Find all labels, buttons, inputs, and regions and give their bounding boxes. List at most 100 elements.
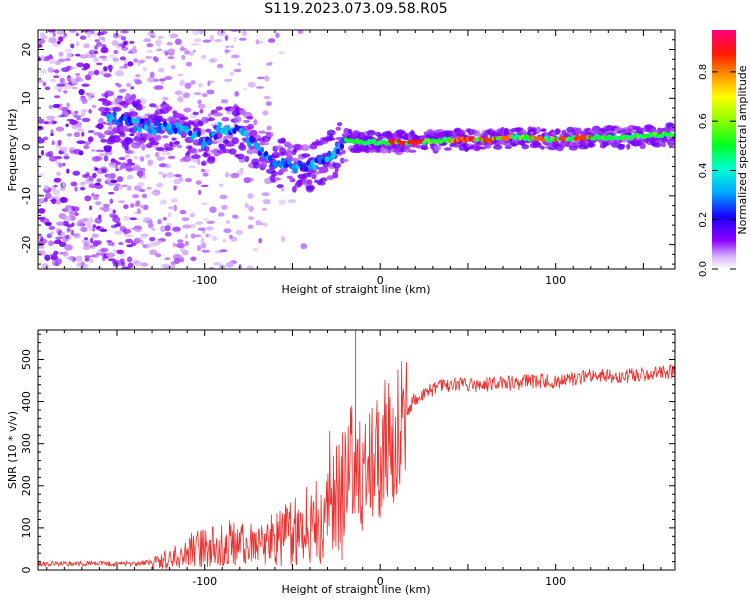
heatmap-cell — [124, 154, 130, 158]
heatmap-cell — [108, 258, 116, 262]
heatmap-cell — [327, 150, 332, 157]
heatmap-cell — [89, 205, 93, 211]
heatmap-cell — [142, 174, 147, 180]
heatmap-cell — [255, 144, 260, 151]
heatmap-cell — [75, 255, 83, 262]
heatmap-cell — [672, 133, 675, 138]
heatmap-cell — [155, 253, 162, 258]
heatmap-cell — [72, 206, 80, 212]
heatmap-cell — [202, 140, 208, 147]
heatmap-cell — [158, 171, 164, 175]
heatmap-cell — [154, 120, 159, 127]
heatmap-cell — [280, 167, 289, 173]
heatmap-cell — [217, 138, 223, 144]
heatmap-cell — [167, 123, 172, 130]
heatmap-cell — [262, 110, 269, 116]
heatmap-cell — [113, 186, 120, 192]
heatmap-cell — [118, 89, 126, 93]
heatmap-cell — [265, 101, 272, 106]
heatmap-cell — [86, 220, 91, 228]
y-tick-label: 10 — [20, 91, 33, 105]
colorbar-label: Normalized spectral amplitude — [736, 65, 749, 234]
heatmap-cell — [203, 218, 208, 221]
heatmap-cell — [292, 185, 297, 193]
heatmap-cell — [200, 161, 207, 166]
heatmap-cell — [38, 245, 45, 249]
heatmap-cell — [275, 32, 280, 39]
heatmap-cell — [197, 103, 206, 109]
heatmap-cell — [101, 168, 107, 174]
heatmap-cell — [164, 76, 173, 80]
heatmap-cell — [212, 112, 223, 117]
heatmap-cell — [84, 195, 92, 202]
heatmap-cell — [100, 58, 108, 61]
heatmap-cell — [207, 155, 216, 161]
heatmap-cell — [121, 44, 126, 49]
heatmap-cell — [228, 234, 233, 240]
heatmap-cell — [95, 226, 105, 231]
snr-y-axis: 0 100 200 300 400 500 — [20, 333, 675, 574]
heatmap-cell — [72, 170, 81, 176]
heatmap-cell — [109, 53, 115, 59]
heatmap-cell — [150, 35, 156, 39]
heatmap-cell — [204, 145, 210, 152]
heatmap-cell — [185, 240, 189, 247]
heatmap-cell — [179, 157, 185, 163]
heatmap-cell — [166, 116, 176, 123]
heatmap-cell — [267, 38, 276, 43]
heatmap-cell — [219, 194, 228, 200]
heatmap-cell — [145, 245, 149, 249]
heatmap-cell — [65, 123, 69, 128]
heatmap-cell — [55, 236, 63, 240]
x-tick-label: -100 — [192, 575, 217, 588]
heatmap-cell — [169, 33, 179, 39]
heatmap-cell — [280, 236, 286, 242]
heatmap-cell — [147, 30, 156, 37]
heatmap-cell — [225, 261, 234, 268]
heatmap-cell — [514, 127, 524, 132]
heatmap-cell — [64, 205, 73, 209]
heatmap-cell — [81, 67, 88, 71]
heatmap-cell — [332, 162, 342, 169]
heatmap-cell — [190, 233, 196, 239]
heatmap-cell — [159, 227, 166, 231]
heatmap-cell — [184, 234, 188, 239]
heatmap-cell — [96, 178, 102, 183]
heatmap-cell — [297, 30, 304, 34]
heatmap-cell — [94, 167, 99, 171]
heatmap-cell — [129, 48, 138, 54]
heatmap-cell — [135, 106, 143, 111]
heatmap-cell — [59, 241, 67, 247]
heatmap-cell — [485, 144, 492, 149]
heatmap-cell — [237, 169, 244, 176]
heatmap-cell — [170, 261, 178, 265]
heatmap-cell — [164, 163, 172, 169]
heatmap-cell — [139, 204, 145, 208]
heatmap-cell — [123, 215, 130, 221]
heatmap-cell — [235, 229, 243, 236]
heatmap-cell — [402, 136, 410, 141]
heatmap-cell — [98, 36, 105, 41]
heatmap-cell — [156, 42, 161, 48]
heatmap-cell — [133, 185, 142, 191]
heatmap-cell — [408, 149, 417, 153]
heatmap-cell — [203, 151, 208, 158]
heatmap-cell — [166, 172, 175, 178]
heatmap-cell — [162, 173, 167, 179]
heatmap-cell — [54, 156, 63, 160]
heatmap-cell — [168, 155, 176, 160]
heatmap-cell — [74, 73, 81, 76]
heatmap-cell — [252, 247, 259, 252]
heatmap-cell — [185, 152, 190, 157]
snr-x-axis-label: Height of straight line (km) — [281, 583, 430, 596]
heatmap-cell — [48, 225, 56, 231]
y-tick-label: 500 — [20, 349, 33, 370]
heatmap-cell — [93, 57, 100, 63]
heatmap-cell — [177, 239, 184, 244]
heatmap-cell — [115, 168, 120, 172]
heatmap-cell — [69, 30, 77, 33]
heatmap-cell — [112, 110, 117, 117]
heatmap-cell — [119, 56, 126, 61]
heatmap-cell — [170, 64, 176, 70]
heatmap-cell — [192, 158, 200, 163]
